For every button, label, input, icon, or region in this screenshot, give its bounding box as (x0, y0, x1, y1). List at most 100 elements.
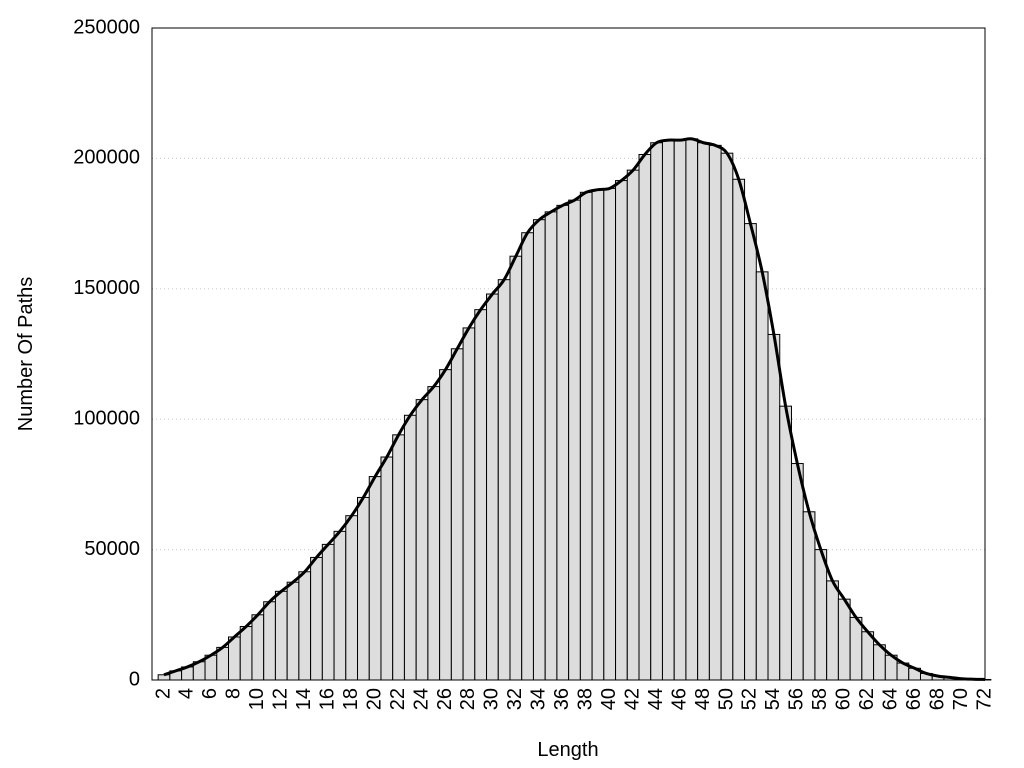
x-tick-label: 60 (833, 688, 855, 710)
bar (603, 187, 617, 681)
bar (345, 515, 359, 681)
x-tick-label: 26 (434, 688, 456, 710)
x-tick-label: 72 (973, 688, 995, 710)
bar (497, 279, 511, 681)
bar (708, 144, 722, 681)
bar (486, 293, 499, 681)
x-tick-label: 22 (387, 688, 409, 710)
plot-frame (151, 27, 986, 681)
x-tick-label: 54 (762, 688, 784, 710)
bar (826, 580, 839, 681)
bar (790, 463, 804, 681)
bar (439, 369, 452, 681)
bar (298, 571, 312, 681)
bar (415, 399, 429, 681)
bar (403, 414, 417, 681)
bar (779, 405, 792, 681)
bar (251, 614, 265, 681)
bar (157, 674, 171, 681)
x-tick-label: 58 (809, 688, 831, 710)
bar (626, 169, 640, 681)
x-tick-label: 56 (786, 688, 808, 710)
x-tick-label: 66 (903, 688, 925, 710)
x-tick-label: 8 (223, 688, 245, 699)
x-tick-label: 30 (481, 688, 503, 710)
x-tick-label: 20 (363, 688, 385, 710)
x-tick-label: 40 (598, 688, 620, 710)
bar (263, 601, 276, 681)
bar (685, 138, 699, 681)
bar (321, 543, 335, 681)
bar (849, 616, 863, 681)
bar (638, 153, 652, 681)
bar (462, 327, 476, 681)
bar (368, 476, 382, 681)
y-tick-label: 100000 (73, 407, 140, 429)
x-tick-label: 10 (246, 688, 268, 710)
x-tick-label: 50 (715, 688, 737, 710)
smooth-line (163, 137, 986, 681)
bar (521, 232, 534, 681)
bar (732, 178, 746, 681)
bar (556, 204, 570, 681)
x-tick-label: 12 (270, 688, 292, 710)
x-tick-label: 68 (926, 688, 948, 710)
x-tick-label: 32 (504, 688, 526, 710)
y-tick-label: 250000 (73, 16, 140, 38)
y-tick-label: 200000 (73, 147, 140, 169)
x-tick-label: 70 (950, 688, 972, 710)
x-tick-label: 62 (856, 688, 878, 710)
bar (837, 598, 851, 681)
bar (216, 646, 230, 681)
x-tick-label: 44 (645, 688, 667, 710)
bar (532, 219, 546, 681)
x-tick-label: 4 (176, 688, 198, 699)
bar (720, 152, 734, 681)
bar (814, 549, 828, 681)
y-tick-label: 0 (129, 668, 140, 690)
y-tick-label: 150000 (73, 277, 140, 299)
x-tick-label: 2 (152, 688, 174, 699)
bar (310, 556, 323, 681)
bar (755, 271, 769, 681)
x-tick-label: 16 (316, 688, 338, 710)
bar (392, 434, 405, 681)
bar (650, 142, 663, 681)
bar (450, 348, 464, 681)
bar (474, 309, 488, 681)
bar (802, 511, 816, 681)
bar (380, 456, 394, 681)
x-tick-label: 42 (621, 688, 643, 710)
x-tick-label: 24 (410, 688, 432, 710)
bar (274, 590, 288, 681)
x-tick-label: 28 (457, 688, 479, 710)
bar (286, 581, 300, 681)
y-tick-label: 50000 (84, 538, 140, 560)
bar (228, 636, 241, 681)
x-tick-label: 48 (692, 688, 714, 710)
x-axis-label: Length (537, 739, 598, 761)
x-tick-label: 6 (199, 688, 221, 699)
x-tick-label: 14 (293, 688, 315, 710)
bar (357, 496, 370, 681)
bar (661, 139, 675, 681)
x-tick-label: 46 (668, 688, 690, 710)
bar (579, 191, 593, 681)
bar (544, 211, 558, 681)
bar (427, 386, 441, 681)
bar (333, 530, 347, 681)
bar (239, 626, 253, 681)
x-tick-label: 38 (575, 688, 597, 710)
bar (767, 333, 781, 681)
x-tick-label: 18 (340, 688, 362, 710)
bar (591, 189, 605, 681)
bar (697, 142, 710, 681)
y-axis-label: Number Of Paths (15, 277, 37, 432)
x-tick-label: 52 (739, 688, 761, 710)
bar (615, 180, 628, 681)
bar (509, 255, 523, 681)
bar (744, 223, 757, 681)
bar (568, 199, 581, 681)
x-tick-label: 64 (879, 688, 901, 710)
